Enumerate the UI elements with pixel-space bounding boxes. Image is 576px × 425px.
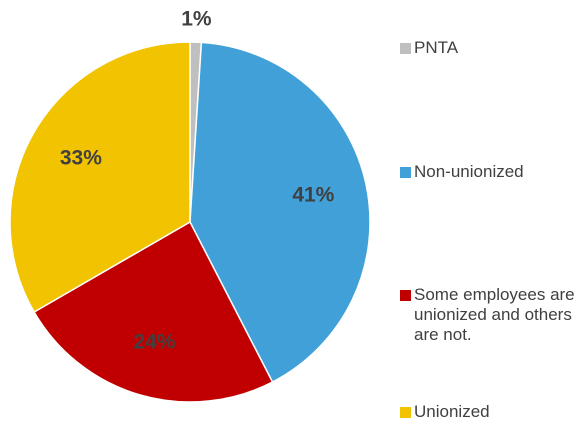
data-label: 41%	[292, 184, 334, 207]
pie-slice	[33, 220, 274, 403]
legend-swatch	[400, 407, 411, 418]
data-label: 33%	[60, 147, 102, 170]
pie-slice	[189, 41, 371, 384]
chart: 1% 41% 24% 33%	[9, 8, 371, 403]
legend-label: Non-unionized	[414, 162, 524, 181]
legend-swatch	[400, 43, 411, 54]
legend-label: PNTA	[414, 38, 459, 57]
pie-slice	[9, 41, 191, 314]
legend-swatch	[400, 290, 411, 301]
data-label: 1%	[181, 8, 212, 31]
legend-label: Some employees are unionized and others …	[414, 285, 575, 344]
legend-swatch	[400, 167, 411, 178]
legend-label: Unionized	[414, 402, 490, 421]
data-label: 24%	[133, 330, 175, 353]
legend: PNTA Non-unionized Some employees are unio…	[400, 0, 576, 425]
